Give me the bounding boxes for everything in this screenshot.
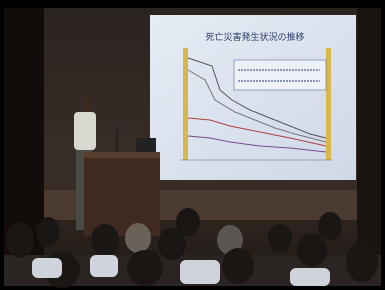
slide-title: 死亡災害発生状況の推移 [205,31,304,43]
shirt [290,268,330,286]
head [125,223,151,253]
head [346,242,378,282]
page: 死亡災害発生状況の推移 [0,0,385,290]
head [222,248,254,284]
note-box [234,60,326,90]
head [6,222,34,258]
highlight-bar [183,48,188,160]
podium-top [84,152,160,158]
shirt [74,112,96,150]
head [297,233,327,267]
highlight-bar [326,48,331,160]
head [268,224,292,252]
podium [84,152,160,236]
shirt [180,260,220,284]
head [318,212,342,240]
shirt [32,258,62,278]
shirt [90,255,118,277]
head [127,250,163,286]
slide: 死亡災害発生状況の推移 [150,15,356,180]
head [36,217,60,247]
head [176,208,200,236]
photo: 死亡災害発生状況の推移 [0,0,385,290]
laptop [136,138,156,152]
head [91,224,119,256]
head [80,98,94,112]
